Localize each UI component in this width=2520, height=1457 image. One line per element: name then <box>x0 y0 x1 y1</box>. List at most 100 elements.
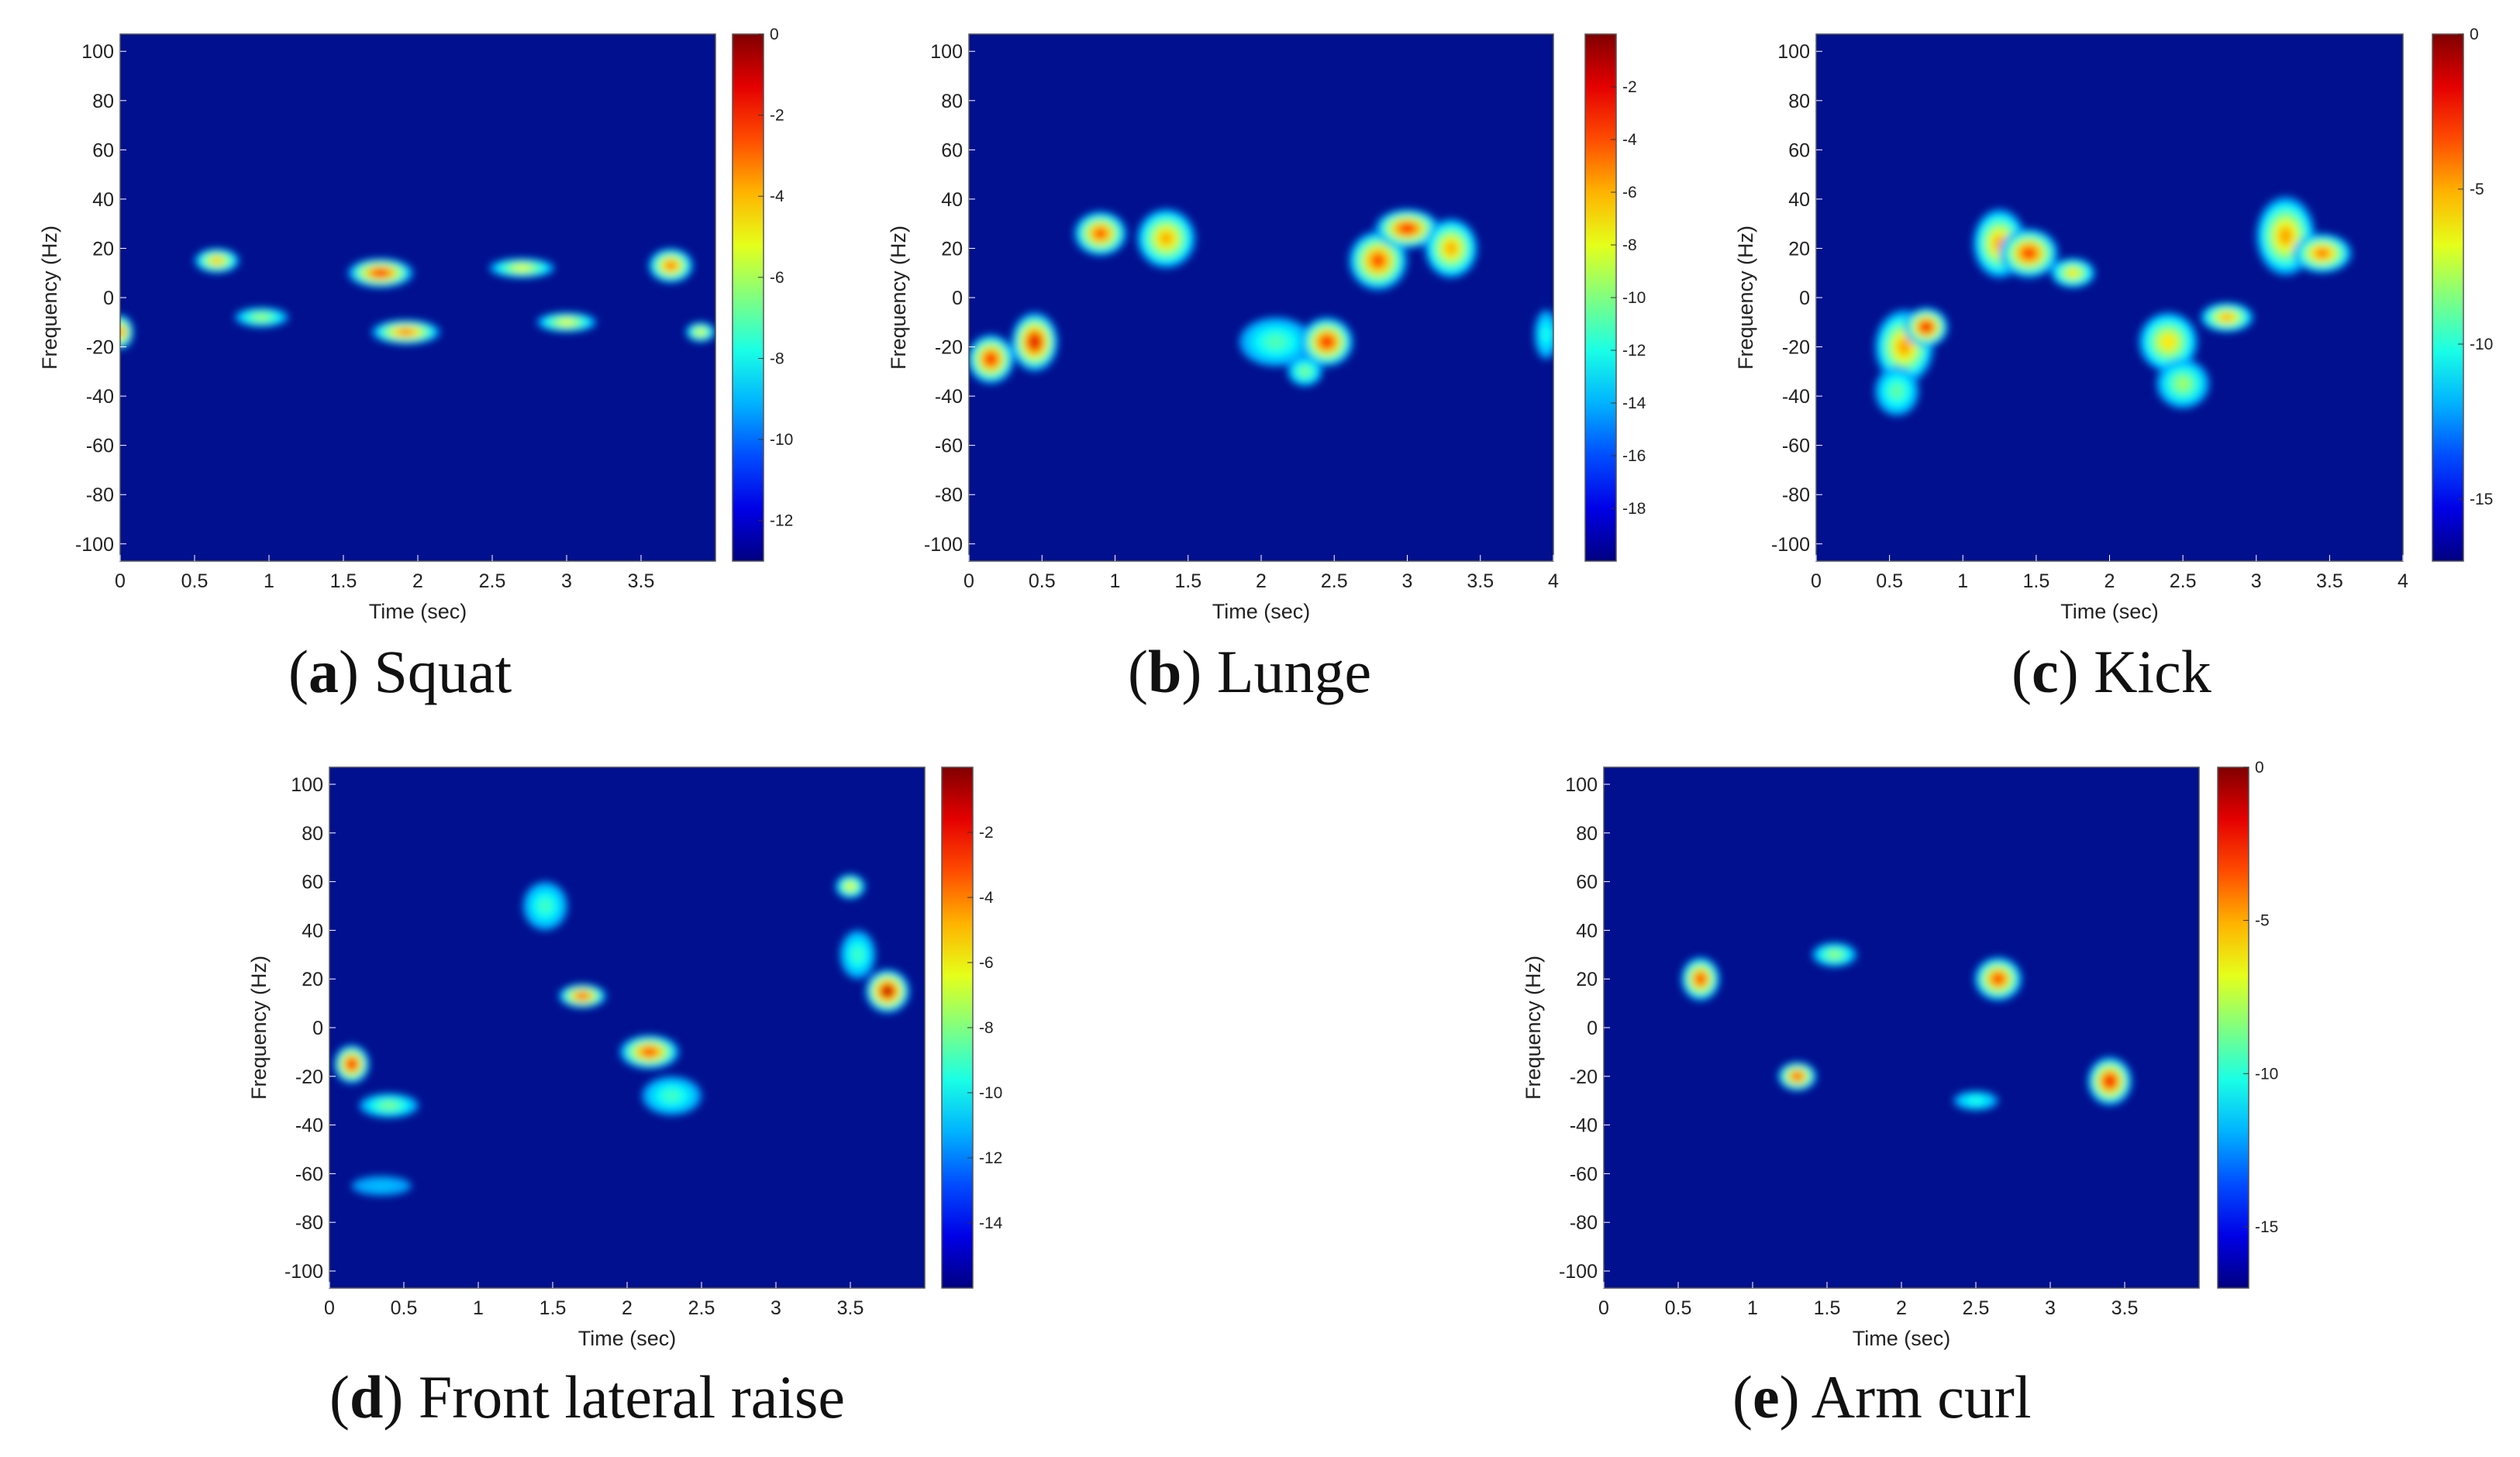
y-tick-label: -100 <box>1559 1261 1598 1283</box>
x-tick-label: 3 <box>2251 570 2262 592</box>
x-axis-label: Time (sec) <box>1853 1327 1951 1350</box>
x-tick-label: 3 <box>2045 1297 2056 1319</box>
spectral-blob <box>347 258 414 288</box>
plot-area <box>329 767 925 1288</box>
y-axis-label: Frequency (Hz) <box>1734 226 1757 370</box>
x-tick-label: 2.5 <box>1321 570 1348 592</box>
x-tick-label: 2 <box>2105 570 2115 592</box>
x-tick-label: 0 <box>1598 1297 1609 1319</box>
y-tick-label: 0 <box>1587 1018 1598 1039</box>
y-tick-label: 80 <box>302 823 323 845</box>
spectral-blob <box>558 983 607 1008</box>
spectral-blob <box>194 248 240 274</box>
x-tick-label: 2 <box>622 1297 633 1319</box>
colorbar <box>2432 33 2464 562</box>
colorbar-tick-label: -2 <box>1622 78 1637 96</box>
colorbar-tick-label: -4 <box>979 889 994 907</box>
x-tick-label: 3.5 <box>2316 570 2343 592</box>
y-axis-label: Frequency (Hz) <box>1522 956 1545 1100</box>
y-tick-label: -100 <box>1771 534 1810 556</box>
x-axis-label: Time (sec) <box>578 1327 677 1350</box>
x-tick-label: 1 <box>264 570 274 592</box>
spectral-blob <box>1011 312 1058 372</box>
x-tick-label: 2 <box>1256 570 1267 592</box>
colorbar-tick-label: -10 <box>2255 1065 2278 1083</box>
colorbar-tick-label: -10 <box>770 431 793 449</box>
y-tick-label: -60 <box>86 436 114 457</box>
x-tick-label: 3.5 <box>628 570 655 592</box>
y-tick-label: -60 <box>935 436 963 457</box>
y-tick-label: 100 <box>1777 41 1810 63</box>
spectral-blob <box>120 315 134 350</box>
y-tick-label: 40 <box>92 189 114 211</box>
x-tick-label: 0.5 <box>1029 570 1056 592</box>
colorbar-tick-label: 0 <box>2470 26 2479 43</box>
x-tick-label: 0.5 <box>1665 1297 1692 1319</box>
spectral-blob <box>1074 211 1127 256</box>
colorbar-tick-label: -6 <box>1622 184 1637 202</box>
x-tick-label: 1 <box>473 1297 484 1319</box>
colorbar-tick-label: 0 <box>770 26 779 43</box>
x-tick-label: 0.5 <box>391 1297 418 1319</box>
colorbar-tick-label: -18 <box>1622 500 1646 518</box>
x-tick-label: 3 <box>1402 570 1413 592</box>
x-tick-label: 1.5 <box>330 570 357 592</box>
colorbar-tick-label: -5 <box>2470 181 2484 198</box>
spectrogram-panel-kick: 0 0.5 1 1.5 2 2.5 3 3.5 4 100 80 60 40 20 0 -20 -40 -60 -8… <box>1698 0 2520 728</box>
x-tick-label: 1.5 <box>2022 570 2049 592</box>
y-tick-label: 40 <box>1576 920 1598 942</box>
colorbar-tick-label: -4 <box>770 188 784 205</box>
y-tick-label: -100 <box>924 534 963 556</box>
spectral-blob <box>1812 942 1857 967</box>
colorbar-tick-label: -5 <box>2255 912 2270 930</box>
colorbar-tick-label: -15 <box>2470 491 2493 508</box>
spectral-blob <box>1999 229 2059 278</box>
plot-area <box>1604 767 2199 1288</box>
plot-area <box>969 34 1553 561</box>
y-tick-label: 80 <box>92 91 114 112</box>
x-tick-label: 0 <box>115 570 126 592</box>
y-tick-label: 20 <box>302 969 323 990</box>
spectral-blob <box>1349 231 1408 291</box>
x-axis-label: Time (sec) <box>2060 600 2159 623</box>
x-tick-label: 3.5 <box>1467 570 1494 592</box>
y-tick-label: 0 <box>1799 288 1810 309</box>
x-tick-label: 0.5 <box>181 570 209 592</box>
colorbar-tick-label: -10 <box>979 1084 1002 1102</box>
x-tick-label: 2.5 <box>1963 1297 1990 1319</box>
y-tick-label: -20 <box>1570 1066 1598 1088</box>
spectral-blob <box>536 312 597 332</box>
y-axis-label: Frequency (Hz) <box>887 226 910 370</box>
colorbar <box>732 33 764 562</box>
y-tick-label: 40 <box>302 920 323 942</box>
spectral-blob <box>1287 356 1323 387</box>
colorbar-tick-label: -6 <box>770 269 784 287</box>
y-tick-label: -20 <box>1782 337 1810 359</box>
spectral-blob <box>1974 956 2022 1001</box>
x-tick-label: 4 <box>1548 570 1559 592</box>
y-tick-label: -100 <box>75 534 114 556</box>
colorbar <box>2217 766 2249 1289</box>
y-tick-label: 100 <box>81 41 114 63</box>
y-tick-label: -60 <box>295 1163 323 1185</box>
y-tick-label: 0 <box>312 1018 323 1039</box>
spectral-blob <box>619 1035 680 1070</box>
y-tick-label: 0 <box>103 288 114 309</box>
spectral-blob <box>522 881 568 931</box>
colorbar-tick-label: -6 <box>979 954 994 972</box>
x-tick-label: 1.5 <box>1174 570 1201 592</box>
spectral-blob <box>1375 208 1439 249</box>
spectral-blob <box>2293 233 2352 274</box>
colorbar-tick-label: -16 <box>1622 447 1646 465</box>
y-tick-label: -60 <box>1782 436 1810 457</box>
spectrogram-panel-lunge: 0 0.5 1 1.5 2 2.5 3 3.5 4 100 80 60 40 20 0 -20 -40 -60 -8… <box>853 0 1705 728</box>
colorbar-tick-label: -8 <box>1622 236 1637 254</box>
spectrogram-chart-lunge: 0 0.5 1 1.5 2 2.5 3 3.5 4 100 80 60 40 20 0 -20 -40 -60 -8… <box>887 33 1646 623</box>
x-tick-label: 0.5 <box>1876 570 1903 592</box>
y-tick-label: 100 <box>291 774 323 796</box>
spectral-blob <box>2139 312 2198 372</box>
spectral-blob <box>1874 366 1919 416</box>
y-tick-label: 20 <box>941 238 963 260</box>
y-tick-label: -40 <box>86 386 114 408</box>
spectral-blob <box>1239 317 1312 367</box>
